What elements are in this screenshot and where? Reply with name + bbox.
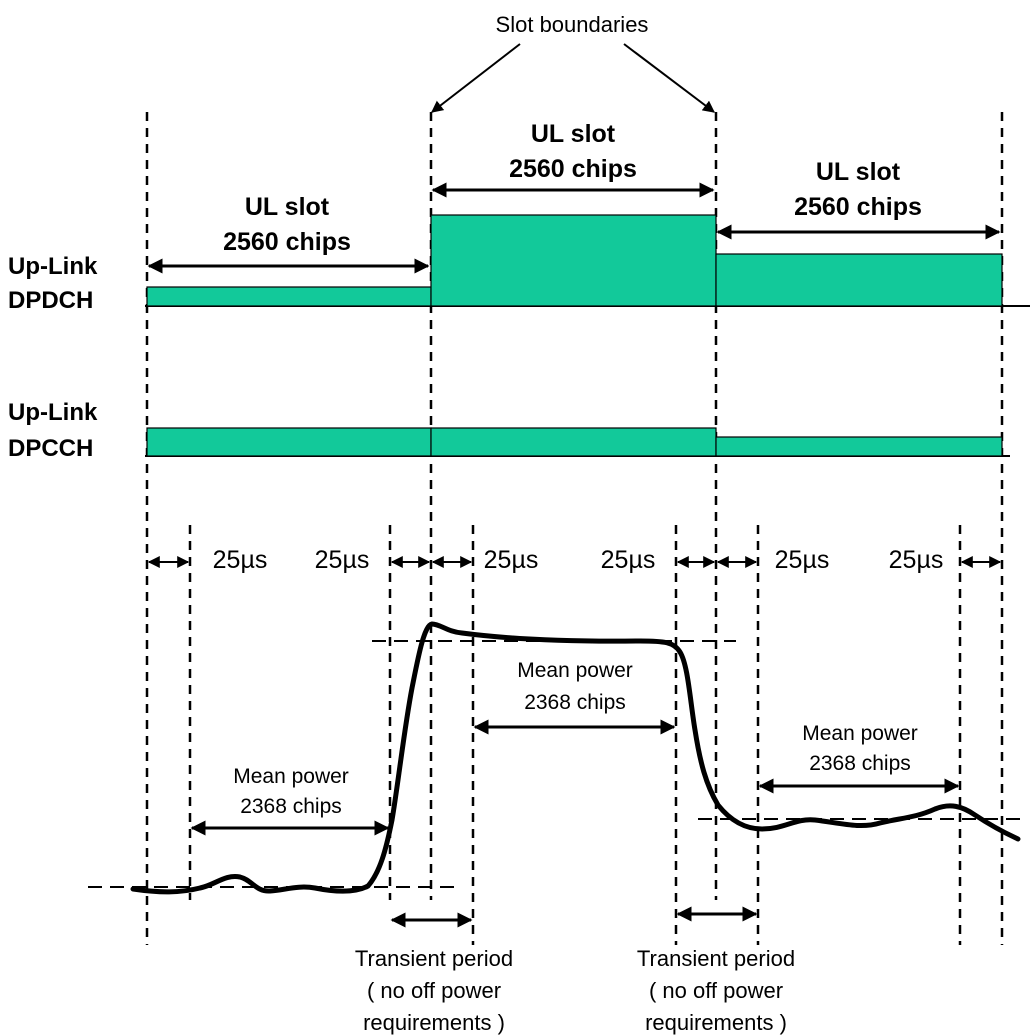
- dpdch-label-line1: Up-Link: [8, 253, 98, 280]
- slot-2-label-line1: UL slot: [531, 120, 616, 148]
- power-waveform: [130, 621, 1021, 895]
- slot-2-label-line2: 2560 chips: [509, 155, 637, 183]
- mean-power-1-line2: 2368 chips: [240, 795, 342, 818]
- slot-boundaries-title: Slot boundaries: [496, 12, 649, 37]
- transient-2-line1: Transient period: [637, 946, 795, 971]
- slot-1-label-line2: 2560 chips: [223, 228, 351, 256]
- mean-power-3-line1: Mean power: [802, 722, 918, 745]
- transient-2-line2: ( no off power: [649, 978, 783, 1003]
- guard-label-6: 25µs: [889, 546, 944, 574]
- dpcch-label-line2: DPCCH: [8, 435, 93, 462]
- guard-label-1: 25µs: [213, 546, 268, 574]
- slot-3-label-line2: 2560 chips: [794, 193, 922, 221]
- dpcch-slot-2-bar: [430, 427, 717, 457]
- dpdch-slot-1-bar: [146, 286, 432, 307]
- mean-power-3-line2: 2368 chips: [809, 752, 911, 775]
- transient-1-line3: requirements ): [363, 1010, 505, 1035]
- dpdch-slot-2-bar: [430, 214, 717, 307]
- guard-label-3: 25µs: [484, 546, 539, 574]
- mean-power-2-line2: 2368 chips: [524, 691, 626, 714]
- slot-1-label-line1: UL slot: [245, 193, 330, 221]
- mean-power-1-line1: Mean power: [233, 765, 349, 788]
- transient-2-line3: requirements ): [645, 1010, 787, 1035]
- dpdch-slot-3-bar: [715, 253, 1003, 307]
- dpcch-label-line1: Up-Link: [8, 399, 98, 426]
- guard-label-4: 25µs: [601, 546, 656, 574]
- dpdch-label-line2: DPDCH: [8, 287, 93, 314]
- transient-1-line2: ( no off power: [367, 978, 501, 1003]
- guard-label-2: 25µs: [315, 546, 370, 574]
- dpcch-slot-1-bar: [146, 427, 432, 457]
- slot-3-label-line1: UL slot: [816, 158, 901, 186]
- slot-boundary-pointer-left: [431, 43, 521, 113]
- mean-power-2-line1: Mean power: [517, 659, 633, 682]
- dpcch-slot-3-bar: [715, 436, 1003, 457]
- guard-label-5: 25µs: [775, 546, 830, 574]
- transient-1-line1: Transient period: [355, 946, 513, 971]
- slot-boundary-pointer-right: [623, 43, 715, 113]
